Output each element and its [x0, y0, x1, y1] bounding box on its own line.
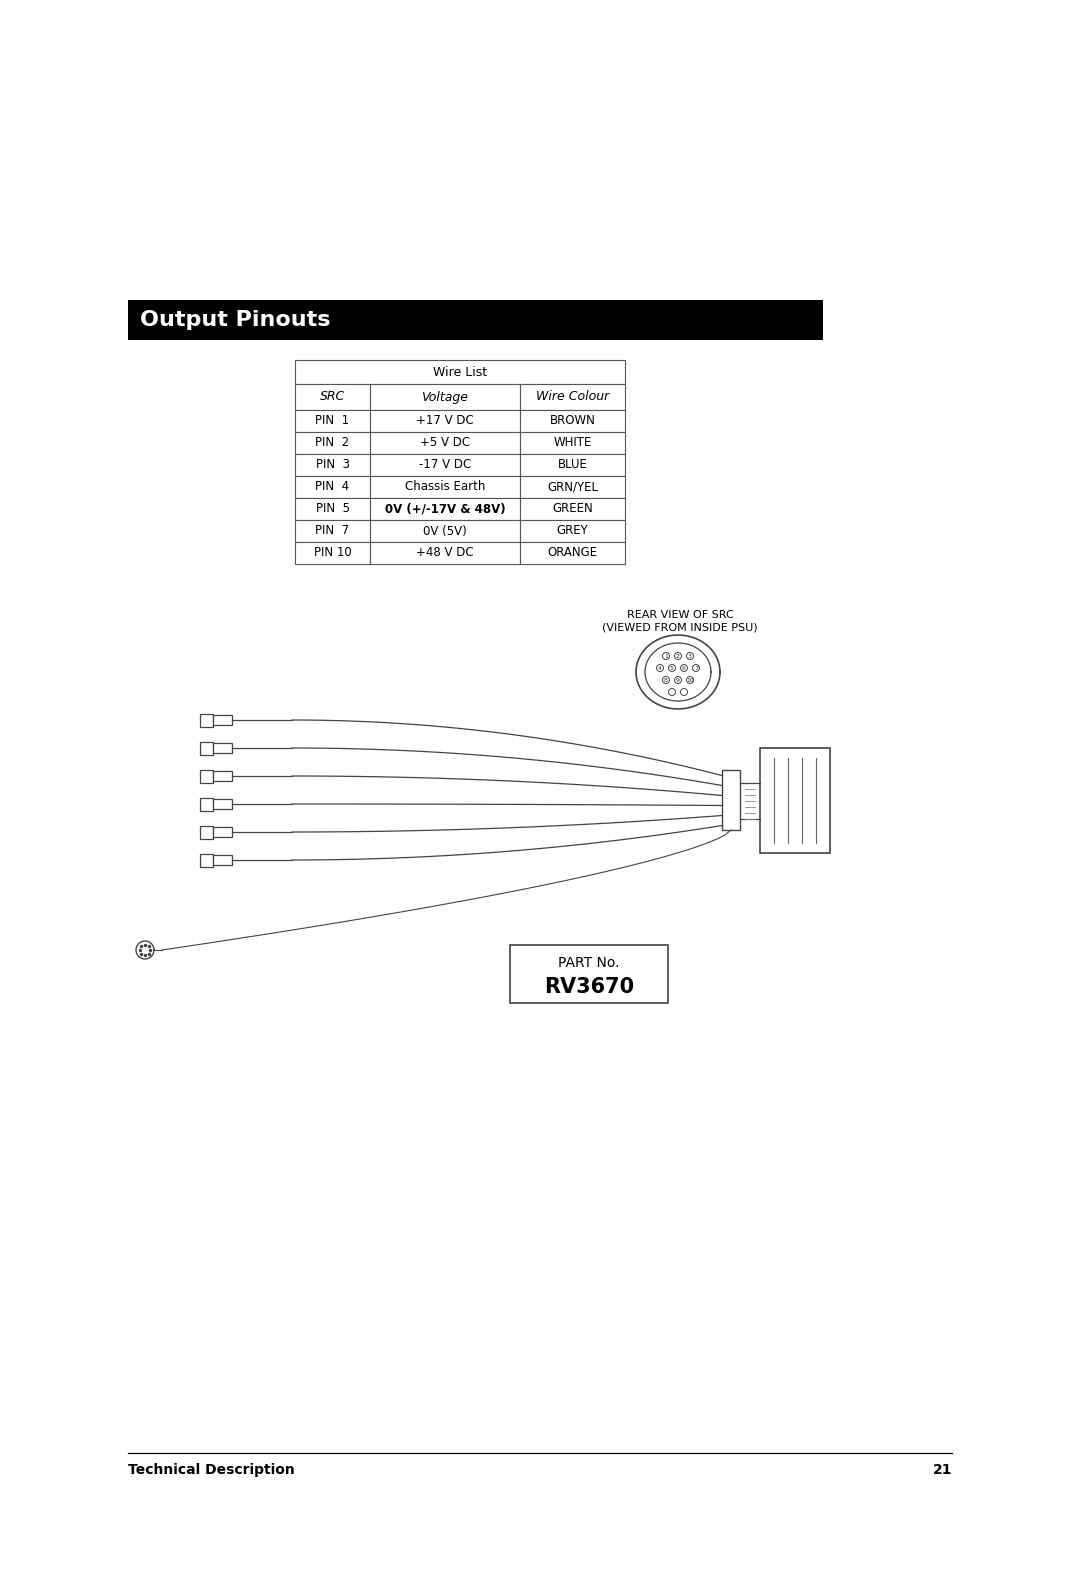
Text: PIN  4: PIN 4 — [315, 480, 350, 493]
Text: -17 V DC: -17 V DC — [419, 458, 471, 471]
Circle shape — [675, 677, 681, 683]
FancyBboxPatch shape — [295, 410, 370, 433]
FancyBboxPatch shape — [200, 713, 213, 726]
FancyBboxPatch shape — [213, 800, 232, 809]
Circle shape — [680, 664, 688, 672]
FancyBboxPatch shape — [519, 520, 625, 543]
Text: PART No.: PART No. — [558, 956, 620, 970]
FancyBboxPatch shape — [370, 543, 519, 563]
Circle shape — [687, 677, 693, 683]
Text: +48 V DC: +48 V DC — [416, 546, 474, 560]
Text: WHITE: WHITE — [553, 436, 592, 450]
FancyBboxPatch shape — [200, 769, 213, 782]
Text: Chassis Earth: Chassis Earth — [405, 480, 485, 493]
Text: 8: 8 — [664, 678, 667, 683]
FancyBboxPatch shape — [370, 410, 519, 433]
FancyBboxPatch shape — [370, 385, 519, 410]
Text: PIN  5: PIN 5 — [315, 503, 350, 516]
Text: BLUE: BLUE — [557, 458, 588, 471]
Circle shape — [669, 664, 675, 672]
FancyBboxPatch shape — [213, 827, 232, 836]
Circle shape — [669, 688, 675, 696]
Text: +17 V DC: +17 V DC — [416, 415, 474, 428]
FancyBboxPatch shape — [519, 410, 625, 433]
Text: 0V (+/-17V & 48V): 0V (+/-17V & 48V) — [384, 503, 505, 516]
Text: 21: 21 — [932, 1464, 951, 1476]
Text: 10: 10 — [686, 678, 693, 683]
FancyBboxPatch shape — [213, 855, 232, 865]
Circle shape — [687, 653, 693, 659]
FancyBboxPatch shape — [370, 476, 519, 498]
Circle shape — [675, 653, 681, 659]
FancyBboxPatch shape — [370, 433, 519, 453]
FancyBboxPatch shape — [295, 361, 625, 385]
FancyBboxPatch shape — [295, 498, 370, 520]
Text: Voltage: Voltage — [421, 391, 469, 404]
Text: RV3670: RV3670 — [544, 977, 634, 998]
FancyBboxPatch shape — [370, 498, 519, 520]
Text: 0V (5V): 0V (5V) — [423, 525, 467, 538]
FancyBboxPatch shape — [295, 453, 370, 476]
FancyBboxPatch shape — [295, 543, 370, 563]
FancyBboxPatch shape — [519, 453, 625, 476]
FancyBboxPatch shape — [519, 433, 625, 453]
Text: 1: 1 — [664, 654, 667, 659]
Text: 2: 2 — [676, 654, 680, 659]
Text: PIN  3: PIN 3 — [315, 458, 350, 471]
Text: ORANGE: ORANGE — [548, 546, 597, 560]
Circle shape — [692, 664, 700, 672]
FancyBboxPatch shape — [200, 825, 213, 838]
FancyBboxPatch shape — [370, 453, 519, 476]
FancyBboxPatch shape — [510, 945, 669, 1002]
Text: PIN  1: PIN 1 — [315, 415, 350, 428]
Text: Wire List: Wire List — [433, 365, 487, 378]
FancyBboxPatch shape — [295, 520, 370, 543]
Text: PIN 10: PIN 10 — [313, 546, 351, 560]
FancyBboxPatch shape — [213, 744, 232, 753]
FancyBboxPatch shape — [200, 742, 213, 755]
FancyBboxPatch shape — [295, 433, 370, 453]
Text: GREY: GREY — [556, 525, 589, 538]
Text: 7: 7 — [694, 666, 698, 670]
Text: PIN  7: PIN 7 — [315, 525, 350, 538]
Text: PIN  2: PIN 2 — [315, 436, 350, 450]
Text: BROWN: BROWN — [550, 415, 595, 428]
Text: 3: 3 — [688, 654, 692, 659]
FancyBboxPatch shape — [200, 854, 213, 867]
Text: 4: 4 — [658, 666, 662, 670]
FancyBboxPatch shape — [370, 520, 519, 543]
FancyBboxPatch shape — [200, 798, 213, 811]
Text: 6: 6 — [683, 666, 686, 670]
Text: Technical Description: Technical Description — [129, 1464, 295, 1476]
Text: REAR VIEW OF SRC: REAR VIEW OF SRC — [626, 610, 733, 619]
FancyBboxPatch shape — [519, 543, 625, 563]
Text: (VIEWED FROM INSIDE PSU): (VIEWED FROM INSIDE PSU) — [603, 622, 758, 634]
FancyBboxPatch shape — [295, 385, 370, 410]
Text: 9: 9 — [676, 678, 680, 683]
FancyBboxPatch shape — [213, 715, 232, 725]
FancyBboxPatch shape — [519, 476, 625, 498]
FancyBboxPatch shape — [760, 749, 831, 852]
FancyBboxPatch shape — [213, 771, 232, 780]
Circle shape — [662, 653, 670, 659]
FancyBboxPatch shape — [723, 769, 740, 830]
Circle shape — [657, 664, 663, 672]
FancyBboxPatch shape — [519, 385, 625, 410]
Text: 5: 5 — [670, 666, 674, 670]
Text: GRN/YEL: GRN/YEL — [546, 480, 598, 493]
Text: SRC: SRC — [320, 391, 346, 404]
Circle shape — [680, 688, 688, 696]
Text: Output Pinouts: Output Pinouts — [140, 310, 330, 330]
Text: GREEN: GREEN — [552, 503, 593, 516]
Text: +5 V DC: +5 V DC — [420, 436, 470, 450]
FancyBboxPatch shape — [129, 300, 823, 340]
Circle shape — [662, 677, 670, 683]
Text: Wire Colour: Wire Colour — [536, 391, 609, 404]
FancyBboxPatch shape — [519, 498, 625, 520]
FancyBboxPatch shape — [295, 476, 370, 498]
